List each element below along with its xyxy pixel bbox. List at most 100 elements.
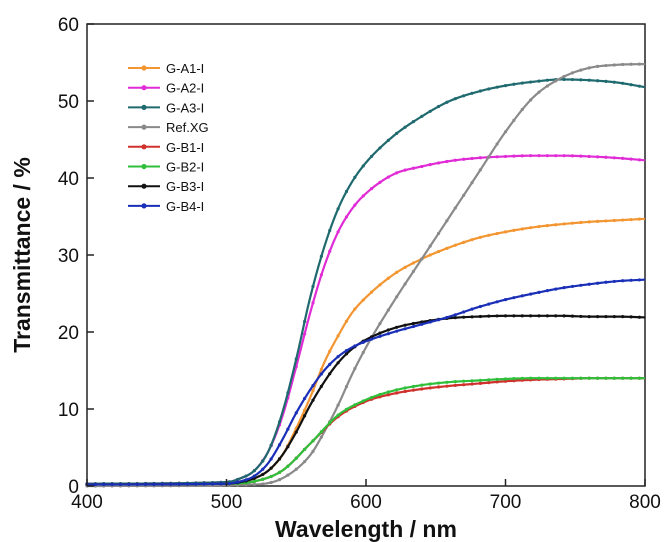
data-point <box>336 334 340 338</box>
data-point <box>462 240 466 244</box>
data-point <box>303 447 307 451</box>
data-point <box>579 283 583 287</box>
data-point <box>529 98 533 102</box>
data-point <box>554 314 558 318</box>
data-point <box>545 376 549 380</box>
legend-marker <box>141 144 147 150</box>
data-point <box>319 372 323 376</box>
data-point <box>587 282 591 286</box>
data-point <box>637 158 642 162</box>
data-point <box>503 379 508 383</box>
data-point <box>436 381 441 385</box>
data-point <box>336 207 340 211</box>
data-point <box>562 286 566 290</box>
data-point <box>629 217 633 222</box>
data-point <box>478 381 482 385</box>
data-point <box>227 481 231 486</box>
data-point <box>420 320 424 324</box>
data-point <box>579 68 583 72</box>
data-point <box>152 482 156 486</box>
data-point <box>361 399 365 403</box>
data-point <box>487 381 491 385</box>
data-point <box>445 315 449 320</box>
data-point <box>453 313 457 317</box>
x-tick-label: 600 <box>350 492 382 513</box>
data-point <box>344 352 349 356</box>
data-point <box>93 482 97 487</box>
data-point <box>261 472 265 477</box>
data-point <box>361 194 365 198</box>
data-point <box>487 155 491 159</box>
data-point <box>369 337 374 341</box>
data-point <box>261 477 265 481</box>
data-point <box>478 89 482 93</box>
data-point <box>294 411 298 415</box>
data-point <box>420 114 424 118</box>
data-point <box>537 314 541 318</box>
data-point <box>219 482 223 486</box>
data-point <box>395 388 399 392</box>
data-point <box>169 482 173 486</box>
data-point <box>621 156 625 160</box>
data-point <box>311 449 315 453</box>
data-point <box>311 284 315 289</box>
data-point <box>612 218 616 223</box>
data-point <box>470 181 474 185</box>
data-point <box>470 382 474 386</box>
data-point <box>269 480 273 485</box>
data-point <box>621 218 625 222</box>
data-point <box>118 482 123 487</box>
data-point <box>160 482 164 486</box>
data-point <box>311 383 315 388</box>
data-point <box>512 228 516 232</box>
data-point <box>529 80 533 84</box>
data-point <box>512 377 516 381</box>
data-point <box>445 380 449 384</box>
data-point <box>269 443 273 447</box>
data-point <box>579 376 583 380</box>
data-point <box>537 79 541 83</box>
data-point <box>570 376 575 380</box>
data-point <box>621 81 625 85</box>
data-point <box>403 323 407 327</box>
legend-marker <box>141 65 147 71</box>
data-point <box>143 482 148 486</box>
data-point <box>344 384 349 389</box>
data-point <box>495 155 499 159</box>
data-point <box>579 314 583 319</box>
data-point <box>503 130 508 134</box>
data-point <box>353 403 357 407</box>
data-point <box>562 376 566 380</box>
data-point <box>637 315 642 319</box>
legend-label: Ref.XG <box>166 120 209 135</box>
legend-label: G-B1-I <box>166 140 204 155</box>
data-point <box>428 320 432 324</box>
data-point <box>319 367 323 371</box>
data-point <box>269 474 273 479</box>
data-point <box>462 383 466 387</box>
data-point <box>470 156 474 161</box>
data-point <box>629 83 633 87</box>
data-point <box>420 322 424 326</box>
data-point <box>395 270 399 274</box>
data-point <box>411 261 416 265</box>
data-point <box>529 376 533 380</box>
data-point <box>554 287 558 291</box>
data-point <box>453 316 457 320</box>
data-point <box>369 395 374 400</box>
data-point <box>462 379 466 383</box>
data-point <box>503 298 508 302</box>
data-point <box>520 227 524 231</box>
data-point <box>470 315 474 319</box>
data-point <box>261 467 265 471</box>
data-point <box>629 376 633 380</box>
data-point <box>328 228 332 233</box>
data-point <box>604 376 608 380</box>
data-point <box>595 219 600 223</box>
data-point <box>428 253 432 257</box>
data-point <box>378 321 382 326</box>
data-point <box>470 238 474 242</box>
data-point <box>604 63 608 68</box>
data-point <box>629 278 633 282</box>
x-tick-label: 800 <box>629 492 661 513</box>
